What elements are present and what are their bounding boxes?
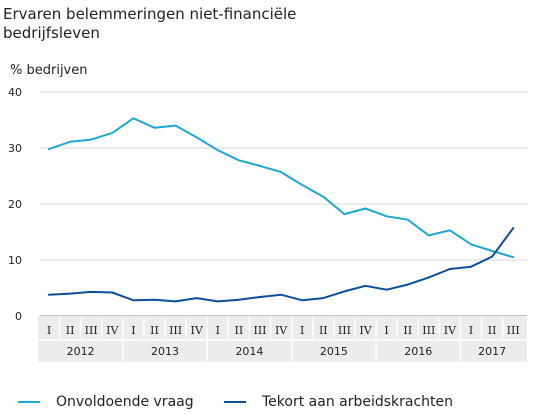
data-point-onvoldoende-vraag-12	[280, 171, 282, 173]
x-tick-quarter-20: IV	[444, 324, 457, 337]
data-point-onvoldoende-vraag-20	[449, 229, 451, 232]
legend: Onvoldoende vraag Tekort aan arbeidskrac…	[0, 392, 535, 414]
data-point-tekort-aan-arbeidskrachten-14	[322, 297, 325, 299]
data-point-onvoldoende-vraag-14	[322, 195, 325, 198]
data-point-tekort-aan-arbeidskrachten-11	[259, 296, 261, 298]
data-point-onvoldoende-vraag-4	[111, 132, 114, 134]
data-point-tekort-aan-arbeidskrachten-22	[491, 255, 493, 258]
x-tick-quarter-23: III	[507, 324, 520, 337]
data-point-onvoldoende-vraag-8	[195, 136, 198, 139]
data-point-onvoldoende-vraag-11	[259, 165, 261, 167]
data-point-onvoldoende-vraag-10	[238, 159, 240, 162]
data-point-tekort-aan-arbeidskrachten-23	[512, 227, 514, 229]
data-point-onvoldoende-vraag-19	[428, 234, 430, 237]
x-tick-quarter-13: I	[300, 324, 304, 337]
series-line-tekort-aan-arbeidskrachten	[48, 227, 515, 303]
y-tick-label-20: 20	[8, 198, 22, 211]
y-axis-unit-label: % bedrijven	[10, 63, 88, 78]
x-tick-quarter-22: II	[488, 324, 497, 337]
data-point-tekort-aan-arbeidskrachten-3	[90, 291, 92, 293]
data-point-tekort-aan-arbeidskrachten-18	[406, 283, 409, 286]
x-tick-quarter-19: III	[422, 324, 435, 337]
chart-title: Ervaren belemmeringen niet-financiële be…	[3, 5, 383, 43]
legend-item-onvoldoende-vraag: Onvoldoende vraag	[18, 394, 194, 410]
data-point-onvoldoende-vraag-21	[470, 243, 472, 246]
x-tick-quarter-16: IV	[359, 324, 372, 337]
x-tick-quarter-1: I	[47, 324, 51, 337]
x-tick-year-2012: 2012	[67, 345, 95, 358]
data-point-tekort-aan-arbeidskrachten-8	[195, 297, 198, 299]
data-point-onvoldoende-vraag-7	[174, 124, 177, 127]
x-tick-quarter-14: II	[319, 324, 328, 337]
x-tick-year-2013: 2013	[151, 345, 179, 358]
x-tick-quarter-15: III	[338, 324, 351, 337]
data-point-onvoldoende-vraag-13	[301, 184, 304, 186]
x-tick-quarter-17: I	[384, 324, 388, 337]
data-point-onvoldoende-vraag-3	[90, 138, 92, 141]
series-line-onvoldoende-vraag	[48, 117, 515, 259]
x-tick-quarter-11: III	[253, 324, 266, 337]
x-tick-quarter-4: IV	[106, 324, 119, 337]
x-tick-quarter-3: III	[85, 324, 98, 337]
x-tick-quarter-18: II	[403, 324, 412, 337]
data-point-onvoldoende-vraag-6	[153, 127, 156, 129]
x-tick-quarter-2: II	[66, 324, 75, 337]
y-tick-label-0: 0	[15, 310, 22, 323]
data-point-tekort-aan-arbeidskrachten-10	[238, 298, 240, 301]
data-point-onvoldoende-vraag-9	[217, 149, 219, 152]
data-point-onvoldoende-vraag-23	[512, 256, 514, 259]
x-tick-quarter-21: I	[469, 324, 473, 337]
x-tick-quarter-7: III	[169, 324, 182, 337]
data-point-onvoldoende-vraag-1	[48, 148, 50, 150]
data-point-onvoldoende-vraag-15	[343, 213, 346, 215]
data-point-tekort-aan-arbeidskrachten-7	[174, 300, 177, 303]
data-point-tekort-aan-arbeidskrachten-5	[132, 299, 135, 302]
chart-title-line-2: bedrijfsleven	[3, 24, 100, 42]
legend-swatch-onvoldoende-vraag	[18, 401, 40, 403]
legend-item-tekort-aan-arbeidskrachten: Tekort aan arbeidskrachten	[224, 394, 453, 410]
x-tick-year-2016: 2016	[404, 345, 432, 358]
x-tick-quarter-12: IV	[275, 324, 288, 337]
x-tick-year-2015: 2015	[320, 345, 348, 358]
data-point-tekort-aan-arbeidskrachten-4	[111, 291, 114, 294]
x-tick-quarter-10: II	[235, 324, 244, 337]
data-point-tekort-aan-arbeidskrachten-9	[217, 300, 219, 303]
data-point-tekort-aan-arbeidskrachten-17	[385, 288, 388, 291]
chart-title-line-1: Ervaren belemmeringen niet-financiële	[3, 5, 297, 23]
x-tick-quarter-8: IV	[191, 324, 204, 337]
x-tick-year-2014: 2014	[235, 345, 263, 358]
data-point-tekort-aan-arbeidskrachten-19	[428, 276, 430, 279]
data-point-tekort-aan-arbeidskrachten-6	[153, 298, 156, 301]
data-point-tekort-aan-arbeidskrachten-13	[301, 299, 304, 302]
data-point-tekort-aan-arbeidskrachten-12	[280, 293, 282, 296]
y-tick-label-30: 30	[8, 142, 22, 155]
legend-label-tekort-aan-arbeidskrachten: Tekort aan arbeidskrachten	[262, 394, 454, 410]
x-axis-band	[38, 316, 527, 362]
x-tick-quarter-6: II	[150, 324, 159, 337]
data-point-tekort-aan-arbeidskrachten-2	[69, 292, 71, 295]
data-point-onvoldoende-vraag-5	[132, 117, 135, 120]
x-tick-year-2017: 2017	[478, 345, 506, 358]
x-tick-quarter-5: I	[131, 324, 135, 337]
data-point-onvoldoende-vraag-22	[491, 250, 493, 252]
legend-label-onvoldoende-vraag: Onvoldoende vraag	[56, 394, 194, 410]
legend-swatch-tekort-aan-arbeidskrachten	[224, 401, 246, 403]
data-point-tekort-aan-arbeidskrachten-21	[470, 265, 472, 268]
data-point-tekort-aan-arbeidskrachten-20	[449, 268, 451, 270]
data-point-onvoldoende-vraag-17	[385, 215, 388, 218]
y-tick-label-40: 40	[8, 86, 22, 99]
y-tick-label-10: 10	[8, 254, 22, 267]
x-tick-quarter-9: I	[216, 324, 220, 337]
data-point-tekort-aan-arbeidskrachten-16	[364, 284, 367, 287]
data-point-onvoldoende-vraag-16	[364, 207, 367, 210]
data-point-onvoldoende-vraag-18	[406, 218, 409, 221]
data-point-tekort-aan-arbeidskrachten-15	[343, 290, 346, 293]
data-point-tekort-aan-arbeidskrachten-1	[48, 293, 50, 296]
data-point-onvoldoende-vraag-2	[69, 141, 71, 143]
